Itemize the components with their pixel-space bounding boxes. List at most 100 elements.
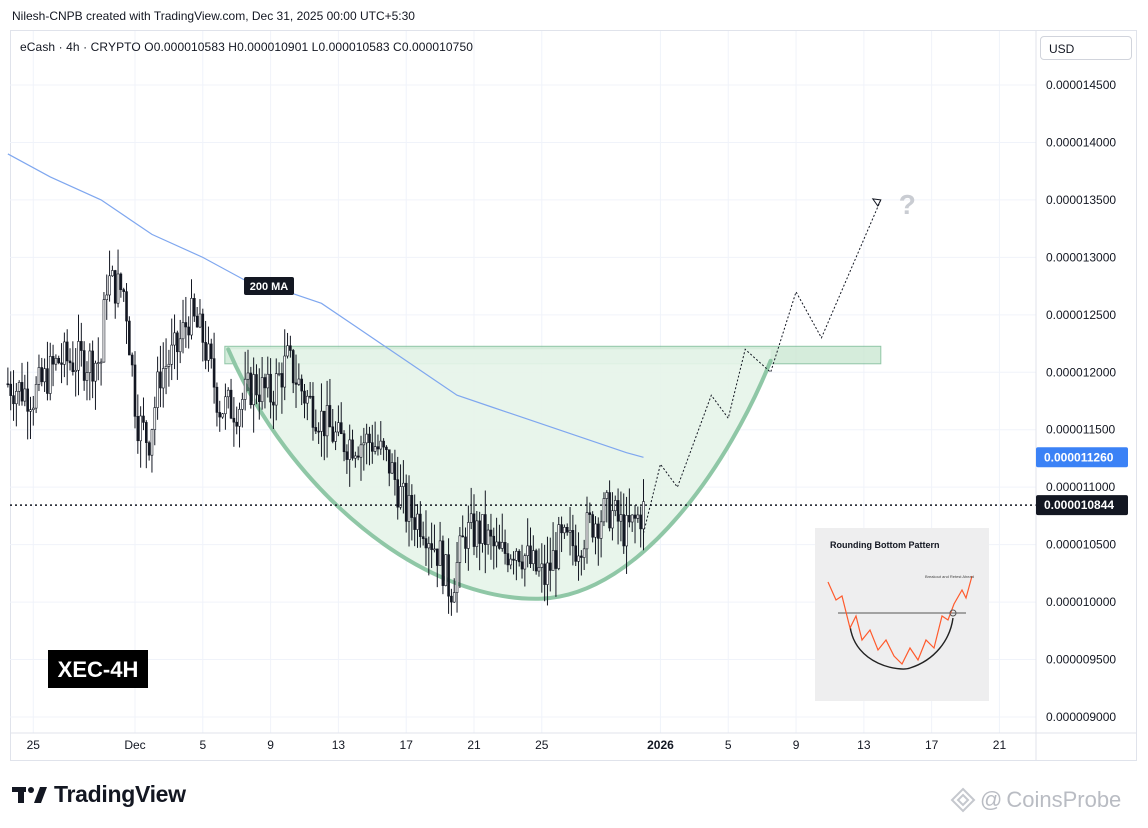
- axis-badges: 0.000011260 0.000010844: [1036, 447, 1128, 516]
- candle-body: [289, 345, 292, 351]
- candle-body: [204, 342, 207, 361]
- watermark-at-sign: @: [980, 787, 1003, 812]
- candle-body: [523, 555, 527, 570]
- candle-body: [37, 367, 41, 385]
- candle-body: [99, 361, 103, 364]
- candle-body: [46, 368, 49, 394]
- candle-body: [611, 510, 614, 529]
- candle-body: [170, 344, 174, 365]
- candle-body: [396, 479, 400, 508]
- candle-body: [565, 527, 569, 533]
- candle-body: [469, 513, 473, 523]
- projection-path-group: [643, 198, 882, 534]
- candle-body: [178, 338, 182, 353]
- candle-body: [29, 409, 32, 412]
- candle-body: [325, 405, 329, 437]
- ma-price-badge-text: 0.000011260: [1044, 450, 1114, 464]
- candle-body: [339, 422, 343, 435]
- candle-body: [300, 378, 303, 392]
- ma-label-box: [244, 277, 294, 295]
- price-tick-label: 0.000012000: [1046, 365, 1116, 379]
- candle-body: [486, 529, 490, 545]
- candle-body: [241, 399, 244, 410]
- candle-body: [560, 524, 563, 534]
- candle-body: [65, 341, 69, 362]
- pattern-inset: Rounding Bottom Pattern Breakout and Rete…: [815, 528, 989, 701]
- candle-body: [34, 384, 38, 409]
- candle-body: [551, 550, 555, 571]
- current-price-badge: [1036, 495, 1128, 516]
- candle-body: [334, 431, 337, 442]
- candle-body: [404, 482, 408, 522]
- inset-note: Breakout and Retest Ahead: [925, 574, 974, 579]
- candle-body: [263, 377, 267, 389]
- candle-body: [529, 545, 532, 565]
- tradingview-logo[interactable]: TradingView: [12, 781, 186, 808]
- candle-body: [187, 326, 190, 336]
- candle-body: [461, 535, 465, 538]
- candle-body: [277, 373, 281, 375]
- candle-body: [116, 273, 120, 304]
- candle-body: [142, 415, 145, 423]
- candle-body: [608, 492, 611, 529]
- candle-body: [348, 439, 352, 460]
- candle-body: [314, 427, 318, 432]
- candle-body: [515, 550, 518, 561]
- candle-body: [12, 395, 15, 405]
- candle-body: [195, 315, 199, 328]
- candle-body: [60, 362, 63, 365]
- candle-body: [365, 433, 368, 444]
- candle-body: [543, 563, 546, 585]
- candle-body: [438, 540, 442, 566]
- candle-body: [328, 405, 332, 428]
- candle-body: [619, 514, 623, 522]
- candle-body: [31, 407, 35, 410]
- candle-body: [385, 446, 388, 451]
- ma-label-text: 200 MA: [250, 281, 289, 293]
- symbol-badge-text: XEC-4H: [58, 657, 139, 682]
- candle-body: [351, 439, 354, 459]
- candle-body: [6, 383, 10, 386]
- candle-body: [80, 341, 83, 351]
- candle-body: [419, 513, 422, 537]
- chart-labels: ? 200 MA XEC-4H: [48, 189, 916, 688]
- currency-button[interactable]: USD: [1040, 36, 1132, 60]
- time-tick-label: 13: [857, 738, 871, 752]
- candle-body: [548, 562, 552, 571]
- candle-body: [297, 378, 301, 385]
- candle-body: [184, 322, 188, 328]
- candle-body: [207, 343, 210, 361]
- candle-body: [190, 298, 193, 336]
- candle-body: [568, 530, 572, 533]
- current-price-badge-text: 0.000010844: [1044, 498, 1114, 512]
- candle-body: [317, 430, 320, 433]
- candle-body: [342, 433, 346, 453]
- candle-body: [458, 535, 462, 563]
- candle-body: [622, 514, 626, 547]
- candle-body: [464, 536, 467, 549]
- candle-body: [625, 515, 628, 547]
- time-tick-label: 9: [793, 738, 800, 752]
- candle-body: [82, 350, 86, 381]
- candle-body: [376, 446, 380, 450]
- candle-body: [77, 341, 80, 371]
- candle-body: [639, 514, 642, 530]
- time-tick-label: Dec: [124, 738, 145, 752]
- time-axis[interactable]: 25 Dec 5 9 13 17 21 25 2026 5 9 13 17 21: [10, 732, 1137, 752]
- candle-body: [373, 446, 377, 452]
- candle-body: [102, 299, 106, 363]
- candle-body: [94, 362, 97, 382]
- candle-body: [303, 390, 306, 404]
- candle-body: [88, 350, 92, 373]
- candle-body: [492, 535, 496, 547]
- candle-body: [467, 522, 470, 549]
- price-axis[interactable]: 0.000014500 0.000014000 0.000013500 0.00001…: [1035, 31, 1116, 760]
- candle-body: [243, 378, 247, 400]
- candle-body: [40, 367, 44, 383]
- candle-body: [345, 451, 349, 460]
- candle-body: [246, 372, 250, 380]
- candle-body: [153, 407, 157, 430]
- price-tick-label: 0.000014000: [1046, 135, 1116, 149]
- candle-body: [48, 356, 52, 394]
